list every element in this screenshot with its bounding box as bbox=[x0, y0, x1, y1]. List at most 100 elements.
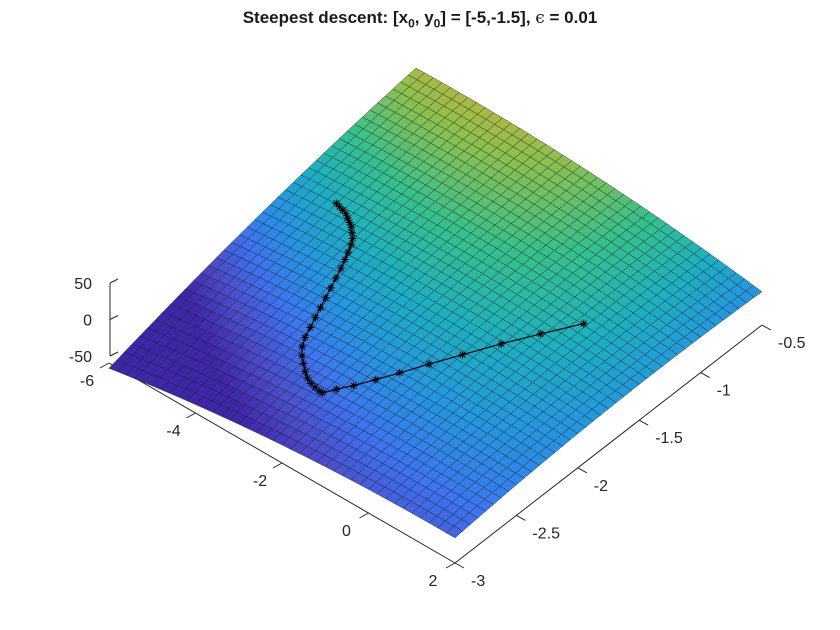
descent-path-point bbox=[344, 248, 353, 257]
y-tick-label: -2 bbox=[594, 478, 608, 495]
descent-path-point bbox=[536, 329, 545, 338]
y-tick-label: -1.5 bbox=[655, 430, 683, 447]
descent-path-point bbox=[306, 323, 315, 332]
path-marker-stroke bbox=[301, 334, 309, 341]
path-marker-stroke bbox=[307, 324, 314, 331]
descent-path-point bbox=[331, 274, 340, 282]
path-marker-stroke bbox=[349, 235, 356, 242]
descent-path-point bbox=[326, 283, 335, 292]
descent-path-point bbox=[341, 255, 349, 264]
y-tick-mark bbox=[638, 419, 649, 426]
path-marker-stroke bbox=[300, 360, 307, 367]
descent-path-point bbox=[579, 319, 588, 328]
path-marker-stroke bbox=[348, 241, 355, 249]
descent-path-point bbox=[337, 264, 345, 273]
x-tick-mark bbox=[272, 462, 283, 469]
y-tick-mark bbox=[454, 562, 465, 569]
y-tick-mark bbox=[516, 514, 526, 521]
descent-path-point bbox=[303, 374, 312, 382]
x-tick-label: -2 bbox=[253, 473, 267, 490]
title-value: = 0.01 bbox=[544, 8, 598, 27]
descent-path-point bbox=[332, 385, 341, 394]
z-tick-label: -50 bbox=[69, 349, 92, 366]
title-epsilon: ϵ bbox=[535, 8, 545, 28]
path-marker-stroke bbox=[298, 343, 306, 350]
path-marker-stroke bbox=[537, 330, 544, 338]
z-tick-label: 0 bbox=[83, 313, 92, 330]
descent-path-point bbox=[497, 339, 506, 348]
descent-path-point bbox=[458, 350, 467, 359]
path-marker-stroke bbox=[312, 314, 319, 321]
path-marker-stroke bbox=[350, 382, 357, 389]
descent-path-point bbox=[298, 351, 306, 360]
path-marker-stroke bbox=[372, 376, 379, 383]
y-tick-label: -2.5 bbox=[532, 525, 560, 542]
z-tick-mark bbox=[109, 278, 119, 284]
path-marker-stroke bbox=[311, 384, 319, 391]
descent-path-point bbox=[299, 359, 308, 368]
path-marker-stroke bbox=[341, 256, 349, 263]
path-marker-stroke bbox=[336, 203, 343, 210]
path-marker-stroke bbox=[344, 249, 352, 256]
descent-path-point bbox=[347, 223, 356, 232]
title-subscript-y: 0 bbox=[433, 16, 441, 31]
x-tick-label: 0 bbox=[342, 523, 351, 540]
x-tick-label: 2 bbox=[429, 573, 438, 590]
path-marker-stroke bbox=[322, 294, 329, 301]
x-tick-mark bbox=[445, 562, 456, 569]
y-axis-line bbox=[454, 324, 763, 564]
path-marker-stroke bbox=[317, 304, 324, 311]
path-marker-stroke bbox=[425, 360, 433, 368]
path-marker-stroke bbox=[319, 389, 326, 396]
path-marker-stroke bbox=[580, 320, 587, 327]
path-marker-stroke bbox=[459, 351, 466, 358]
title-prefix: Steepest descent: [x bbox=[242, 8, 409, 27]
title-subscript-x: 0 bbox=[408, 16, 415, 31]
path-marker-stroke bbox=[346, 219, 353, 226]
path-marker-stroke bbox=[344, 214, 351, 222]
path-marker-stroke bbox=[333, 386, 340, 393]
descent-path-point bbox=[395, 368, 404, 377]
surface-patch bbox=[445, 525, 464, 539]
path-marker-stroke bbox=[304, 374, 311, 382]
descent-path-point bbox=[311, 313, 320, 322]
descent-path-point bbox=[349, 381, 358, 390]
descent-path-point bbox=[321, 293, 330, 302]
surface-mesh bbox=[108, 67, 763, 539]
x-tick-mark bbox=[99, 362, 110, 369]
descent-path-point bbox=[425, 360, 433, 369]
y-tick-mark bbox=[577, 467, 588, 474]
z-tick-mark bbox=[109, 315, 119, 320]
title-mid: , y bbox=[414, 8, 434, 27]
descent-path-point bbox=[301, 367, 310, 376]
descent-path-point bbox=[316, 303, 325, 312]
path-marker-stroke bbox=[348, 223, 355, 231]
path-marker-stroke bbox=[337, 265, 345, 272]
x-tick-label: -6 bbox=[80, 373, 94, 390]
y-tick-label: -0.5 bbox=[778, 335, 806, 352]
path-marker-stroke bbox=[332, 274, 340, 282]
path-marker-stroke bbox=[339, 206, 346, 214]
descent-path-point bbox=[347, 240, 356, 249]
tick-labels: -6 -4 -2 0 2 -3 -2.5 -2 -1.5 -1 -0.5 -50 0 50 bbox=[69, 276, 806, 590]
path-marker-stroke bbox=[498, 340, 505, 347]
descent-path-point bbox=[301, 333, 310, 342]
path-marker-stroke bbox=[333, 200, 340, 207]
descent-path-point bbox=[348, 234, 357, 243]
title-suffix: ] = [-5,-1.5], bbox=[440, 8, 536, 27]
z-tick-label: 50 bbox=[74, 276, 92, 293]
x-tick-mark bbox=[359, 512, 369, 519]
path-marker-stroke bbox=[327, 284, 334, 292]
path-marker-stroke bbox=[396, 369, 403, 377]
descent-path-point bbox=[348, 228, 356, 237]
path-marker-stroke bbox=[307, 380, 315, 387]
y-tick-mark bbox=[761, 324, 772, 331]
path-marker-stroke bbox=[348, 229, 356, 236]
path-marker-stroke bbox=[342, 210, 349, 217]
descent-path bbox=[298, 199, 588, 397]
z-tick-mark bbox=[109, 351, 119, 357]
y-tick-mark bbox=[700, 372, 710, 379]
x-tick-mark bbox=[186, 412, 196, 419]
path-marker-stroke bbox=[298, 352, 306, 359]
